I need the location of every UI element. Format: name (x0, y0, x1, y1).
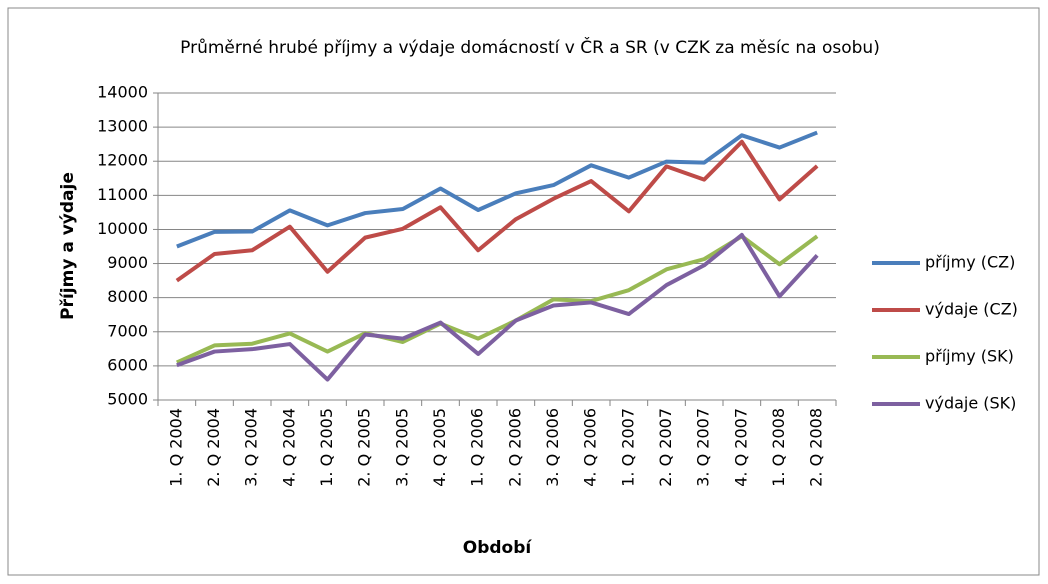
x-tick-label: 2. Q 2006 (505, 408, 524, 487)
x-tick-label: 3. Q 2007 (694, 408, 713, 487)
y-tick-label: 6000 (107, 355, 148, 374)
y-tick-label: 7000 (107, 321, 148, 340)
x-tick-label: 1. Q 2005 (317, 408, 336, 487)
legend-label: příjmy (CZ) (925, 253, 1015, 272)
y-tick-label: 8000 (107, 287, 148, 306)
series-line (176, 232, 819, 382)
legend-label: výdaje (SK) (925, 394, 1016, 413)
y-tick-label: 5000 (107, 390, 148, 409)
x-tick-label: 2. Q 2005 (355, 408, 374, 487)
y-axis-label: Příjmy a výdaje (58, 172, 78, 320)
x-tick-label: 2. Q 2007 (656, 408, 675, 487)
x-tick-label: 2. Q 2004 (204, 408, 223, 487)
x-tick-label: 1. Q 2006 (468, 408, 487, 487)
x-tick-label: 3. Q 2006 (543, 408, 562, 487)
x-tick-label: 4. Q 2007 (731, 408, 750, 487)
legend-label: výdaje (CZ) (925, 300, 1018, 319)
x-tick-label: 4. Q 2005 (430, 408, 449, 487)
series-line (176, 234, 819, 365)
y-tick-label: 9000 (107, 253, 148, 272)
x-tick-label: 3. Q 2005 (392, 408, 411, 487)
y-tick-label: 10000 (97, 219, 148, 238)
x-axis-label: Období (463, 538, 533, 558)
series-line (176, 130, 818, 249)
y-tick-label: 11000 (97, 185, 148, 204)
legend-label: příjmy (SK) (925, 347, 1014, 366)
x-tick-label: 2. Q 2008 (807, 408, 826, 487)
y-tick-label: 14000 (97, 83, 148, 102)
x-tick-label: 1. Q 2004 (166, 408, 185, 487)
y-tick-label: 13000 (97, 117, 148, 136)
chart-title: Průměrné hrubé příjmy a výdaje domácnost… (180, 36, 880, 58)
y-tick-label: 12000 (97, 151, 148, 170)
chart-frame (7, 7, 1040, 576)
x-tick-label: 4. Q 2004 (279, 408, 298, 487)
x-tick-label: 4. Q 2006 (581, 408, 600, 487)
x-tick-label: 1. Q 2008 (769, 408, 788, 487)
x-tick-label: 3. Q 2004 (242, 408, 261, 487)
series-line (175, 139, 819, 283)
x-tick-label: 1. Q 2007 (618, 408, 637, 487)
